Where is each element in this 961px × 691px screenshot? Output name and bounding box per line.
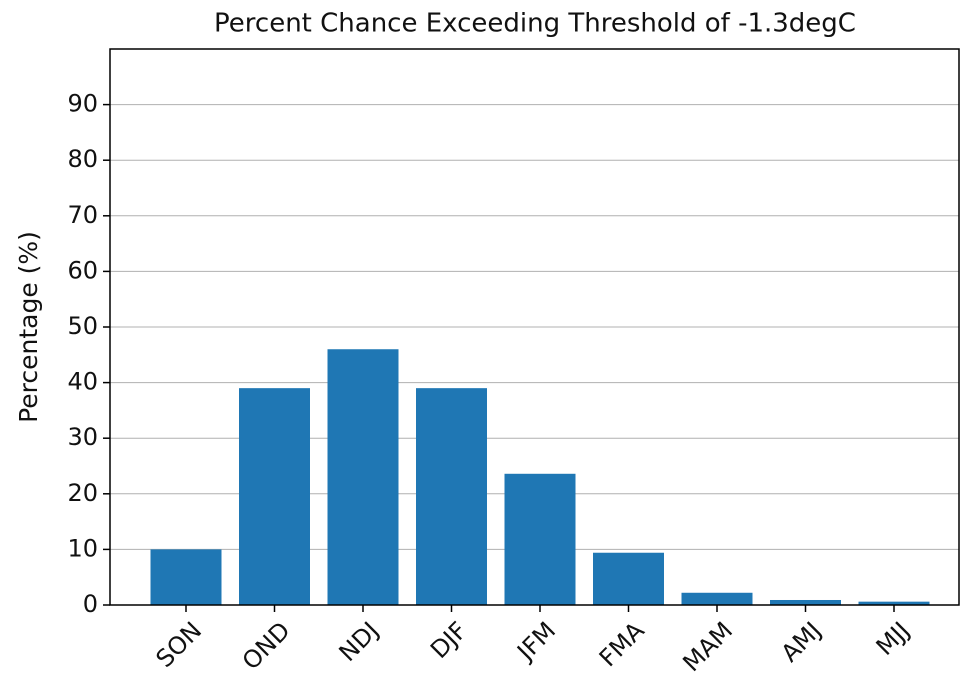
x-tick-label: NDJ [334, 616, 385, 667]
bar [504, 473, 576, 605]
y-tick-label: 0 [83, 590, 98, 618]
bar [150, 549, 222, 605]
bar [327, 349, 399, 605]
y-tick-label: 60 [67, 256, 98, 284]
x-tick-label: SON [151, 616, 208, 673]
x-tick-label: MAM [677, 616, 738, 677]
x-tick-label: DJF [425, 616, 473, 664]
x-tick-label: AMJ [776, 616, 827, 667]
y-tick-label: 70 [67, 201, 98, 229]
y-tick-label: 90 [67, 90, 98, 118]
x-tick-label: MJJ [871, 616, 915, 660]
bar [416, 388, 487, 605]
y-tick-label: 30 [67, 423, 98, 451]
y-axis-label: Percentage (%) [14, 231, 43, 423]
x-tick-label: OND [237, 616, 296, 675]
x-tick-label: JFM [511, 616, 562, 667]
chart-title: Percent Chance Exceeding Threshold of -1… [214, 9, 856, 39]
y-tick-label: 40 [67, 368, 98, 396]
y-tick-label: 50 [67, 312, 98, 340]
y-tick-label: 10 [67, 534, 98, 562]
y-tick-label: 80 [67, 145, 98, 173]
bar [593, 552, 664, 605]
y-tick-label: 20 [67, 479, 98, 507]
plot-frame [109, 48, 960, 606]
bar [681, 592, 753, 605]
x-tick-label: FMA [594, 616, 650, 672]
bar [239, 388, 310, 605]
bar [858, 601, 930, 605]
bar [770, 599, 841, 605]
